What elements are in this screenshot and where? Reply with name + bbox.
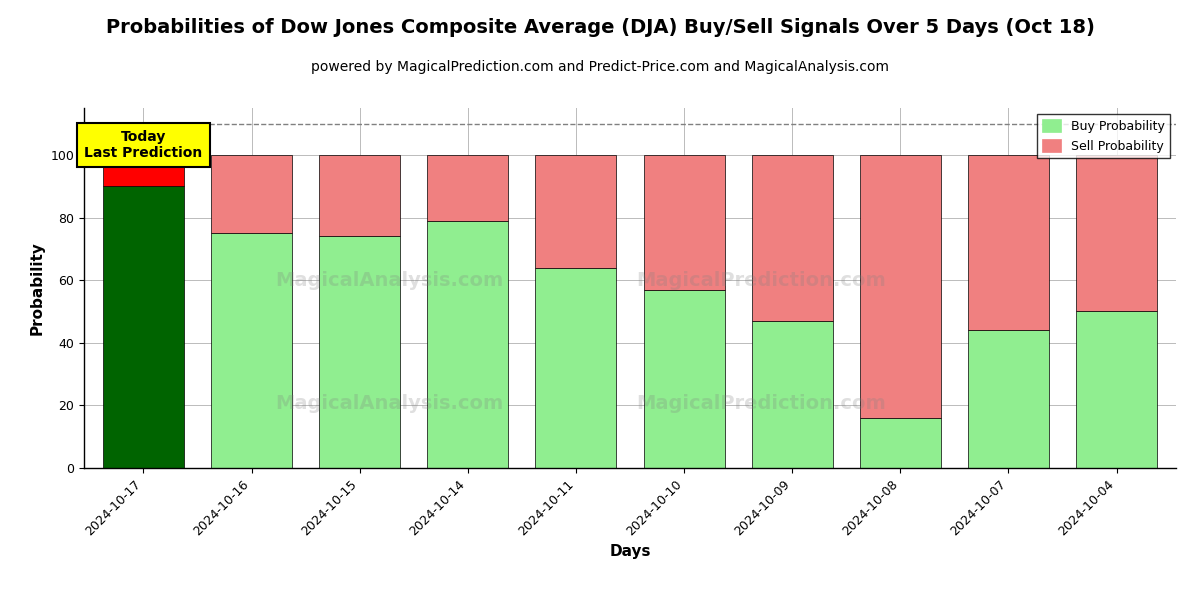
Text: Probabilities of Dow Jones Composite Average (DJA) Buy/Sell Signals Over 5 Days : Probabilities of Dow Jones Composite Ave… xyxy=(106,18,1094,37)
Legend: Buy Probability, Sell Probability: Buy Probability, Sell Probability xyxy=(1037,114,1170,158)
Text: MagicalAnalysis.com: MagicalAnalysis.com xyxy=(276,271,504,290)
Bar xyxy=(1076,155,1157,311)
Bar xyxy=(427,221,509,468)
Bar xyxy=(1076,311,1157,468)
Bar xyxy=(319,236,401,468)
Bar xyxy=(859,418,941,468)
Bar xyxy=(535,155,617,268)
Bar xyxy=(751,155,833,321)
Bar xyxy=(319,155,401,236)
Bar xyxy=(211,233,292,468)
Bar xyxy=(535,268,617,468)
Text: powered by MagicalPrediction.com and Predict-Price.com and MagicalAnalysis.com: powered by MagicalPrediction.com and Pre… xyxy=(311,60,889,74)
Bar xyxy=(751,321,833,468)
Y-axis label: Probability: Probability xyxy=(30,241,44,335)
Bar xyxy=(103,155,184,186)
Bar xyxy=(427,155,509,221)
Bar xyxy=(643,290,725,468)
X-axis label: Days: Days xyxy=(610,544,650,559)
Bar xyxy=(211,155,292,233)
Bar xyxy=(859,155,941,418)
Bar xyxy=(643,155,725,290)
Bar xyxy=(103,186,184,468)
Text: MagicalAnalysis.com: MagicalAnalysis.com xyxy=(276,394,504,413)
Bar xyxy=(968,155,1049,330)
Text: MagicalPrediction.com: MagicalPrediction.com xyxy=(636,271,886,290)
Text: Today
Last Prediction: Today Last Prediction xyxy=(84,130,203,160)
Text: MagicalPrediction.com: MagicalPrediction.com xyxy=(636,394,886,413)
Bar xyxy=(968,330,1049,468)
